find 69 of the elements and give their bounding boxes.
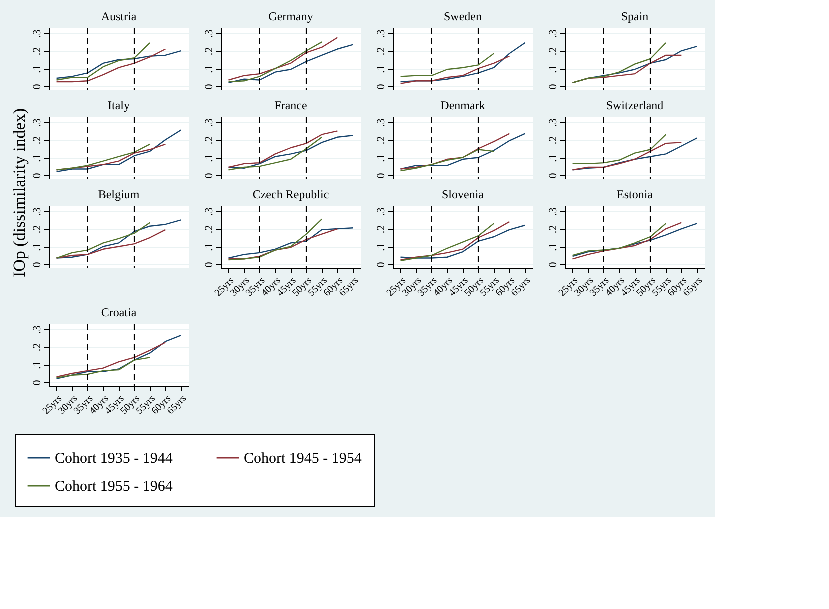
y-tick-label: .3 [204, 207, 216, 216]
y-tick-label: 0 [32, 172, 44, 179]
y-tick-label: .2 [376, 136, 388, 145]
y-tick-label: .2 [548, 47, 560, 56]
y-tick-label: .1 [204, 65, 216, 74]
y-tick-label: 0 [204, 262, 216, 268]
y-tick-label: .3 [32, 207, 44, 216]
chart-title: Belgium [98, 187, 140, 202]
chart-title: France [274, 98, 308, 112]
y-tick-label: .3 [376, 207, 388, 216]
y-tick-label: 0 [548, 84, 560, 90]
y-axis-title: IOp (dissimilarity index) [10, 108, 29, 278]
y-tick-label: 0 [32, 262, 44, 268]
y-tick-label: .1 [204, 154, 216, 162]
y-tick-label: .1 [376, 154, 388, 162]
y-tick-label: 0 [376, 262, 388, 268]
legend-label: Cohort 1935 - 1944 [55, 451, 174, 467]
y-tick-label: .1 [376, 243, 388, 252]
y-tick-label: 0 [548, 262, 560, 268]
y-tick-label: .2 [204, 225, 216, 234]
y-tick-label: 0 [204, 84, 216, 90]
y-tick-label: .3 [204, 29, 216, 38]
y-tick-label: 0 [32, 84, 44, 90]
y-tick-label: .3 [32, 325, 44, 334]
y-tick-label: .3 [548, 207, 560, 216]
y-tick-label: .2 [32, 47, 44, 56]
legend-label: Cohort 1945 - 1954 [244, 451, 362, 467]
y-tick-label: 0 [376, 84, 388, 90]
y-tick-label: .2 [32, 343, 44, 352]
chart-title: Estonia [617, 187, 654, 202]
chart-title: Austria [101, 9, 138, 24]
chart-title: Germany [268, 9, 314, 24]
chart-title: Sweden [444, 9, 482, 24]
y-tick-label: .2 [204, 47, 216, 56]
y-tick-label: 0 [32, 380, 44, 386]
y-tick-label: .3 [376, 29, 388, 38]
y-tick-label: .2 [548, 136, 560, 145]
y-tick-label: 0 [548, 172, 560, 179]
y-tick-label: .3 [548, 29, 560, 38]
y-tick-label: .3 [548, 118, 560, 127]
chart-title: Denmark [440, 98, 486, 112]
chart-title: Spain [621, 9, 649, 24]
y-tick-label: .1 [376, 65, 388, 74]
chart-title: Switzerland [606, 98, 664, 112]
y-tick-label: .2 [376, 47, 388, 56]
y-tick-label: .2 [548, 225, 560, 234]
y-tick-label: .3 [32, 118, 44, 127]
y-tick-label: .3 [204, 118, 216, 127]
legend-label: Cohort 1955 - 1964 [55, 479, 174, 495]
y-tick-label: .2 [32, 136, 44, 145]
y-tick-label: .2 [376, 225, 388, 234]
y-tick-label: .1 [32, 243, 44, 252]
y-tick-label: .1 [32, 361, 44, 370]
y-tick-label: .1 [548, 243, 560, 252]
y-tick-label: .1 [204, 243, 216, 252]
y-tick-label: 0 [204, 172, 216, 179]
y-tick-label: .2 [204, 136, 216, 145]
y-tick-label: .1 [548, 65, 560, 74]
y-tick-label: .1 [32, 154, 44, 162]
y-tick-label: .1 [32, 65, 44, 74]
chart-title: Croatia [101, 305, 138, 320]
chart-title: Slovenia [442, 187, 485, 202]
chart-title: Czech Republic [252, 187, 330, 202]
chart-title: Italy [108, 98, 130, 112]
y-tick-label: .2 [32, 225, 44, 234]
y-tick-label: .1 [548, 154, 560, 162]
y-tick-label: .3 [32, 29, 44, 38]
y-tick-label: .3 [376, 118, 388, 127]
y-tick-label: 0 [376, 172, 388, 179]
